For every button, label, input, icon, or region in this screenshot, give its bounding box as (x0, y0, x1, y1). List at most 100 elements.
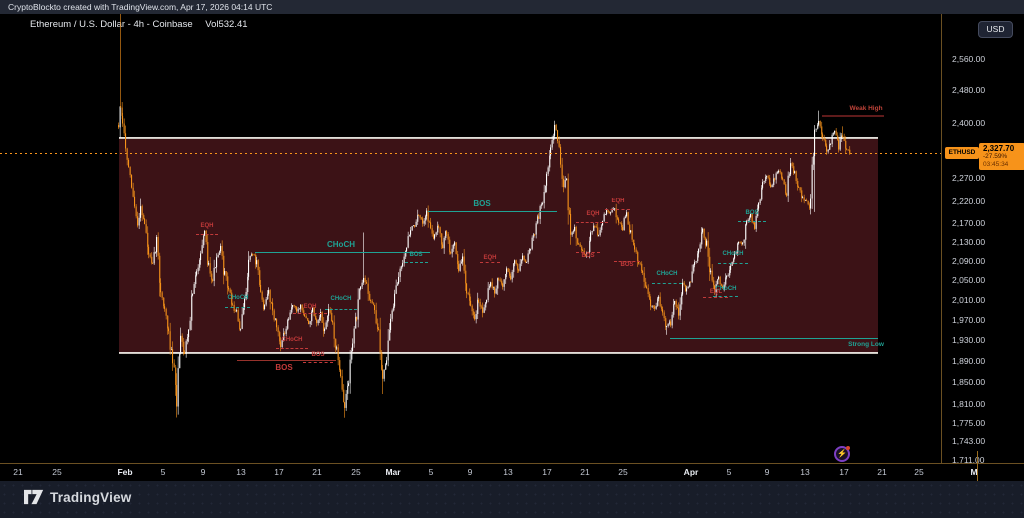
current-price-value: 2,327.70 (983, 144, 1015, 154)
minor-label-eqh: EQH (586, 211, 600, 218)
price-tick: 2,560.00 (952, 53, 986, 64)
minor-dash-eqh (480, 262, 500, 264)
structure-line-bos (428, 210, 557, 212)
minor-label-choch: CHoCH (656, 271, 678, 278)
structure-line-strong-low (670, 337, 878, 339)
minor-label-eqh: EQH (483, 254, 497, 261)
time-tick-m: M (970, 467, 978, 477)
minor-label-eql: EQL (709, 289, 723, 296)
bar-countdown: 03:45:34 (983, 161, 1009, 169)
price-tick: 2,090.00 (952, 255, 986, 266)
time-tick-21: 21 (312, 467, 322, 477)
time-tick-5: 5 (160, 467, 166, 477)
time-tick-9: 9 (467, 467, 473, 477)
price-tick: 2,130.00 (952, 236, 986, 247)
minor-dash-choch (325, 308, 357, 310)
minor-dash-eqh (293, 312, 327, 314)
minor-label-choch: CHoCH (281, 336, 303, 343)
time-tick-13: 13 (236, 467, 246, 477)
structure-line-choch (255, 252, 430, 254)
minor-dash-bos (738, 220, 766, 222)
time-tick-21: 21 (13, 467, 23, 477)
time-tick-feb: Feb (117, 467, 133, 477)
structure-line-bos (237, 360, 336, 362)
time-tick-13: 13 (800, 467, 810, 477)
minor-dash-eqh (605, 209, 630, 211)
structure-label-bos: BOS (275, 363, 293, 373)
currency-toggle-button[interactable]: USD (978, 21, 1013, 38)
time-tick-25: 25 (618, 467, 628, 477)
price-tick: 1,930.00 (952, 334, 986, 345)
minor-dash-eqh (576, 221, 608, 223)
sticker-red-dot (846, 446, 850, 450)
minor-dash-choch (225, 306, 250, 308)
attribution-bar: CryptoBlockto created with TradingView.c… (0, 0, 1024, 14)
structure-label-strong-low: Strong Low (848, 340, 884, 348)
candlestick-chart-canvas[interactable] (0, 14, 941, 463)
minor-dash-bos (405, 262, 428, 264)
tradingview-logo-text: TradingView (50, 489, 132, 505)
structure-label-bos: BOS (473, 198, 491, 208)
price-axis[interactable]: USD 2,560.00 2,480.00 2,400.00 2,270.00 2,22… (941, 14, 1024, 465)
axis-range-marker (977, 451, 978, 481)
price-tick: 2,050.00 (952, 274, 986, 285)
time-tick-17: 17 (839, 467, 849, 477)
minor-dash-bos (303, 361, 333, 363)
price-tick: 1,810.00 (952, 398, 986, 409)
minor-dash-eql (703, 297, 728, 299)
minor-dash-bos (614, 261, 640, 263)
structure-line-weak-high (822, 115, 884, 118)
minor-label-choch: CHoCH (330, 296, 352, 303)
minor-label-choch: CHoCH (722, 251, 744, 258)
minor-label-bos: BOS (581, 252, 595, 259)
time-tick-9: 9 (764, 467, 770, 477)
minor-dash-choch (652, 282, 682, 284)
time-tick-apr: Apr (683, 467, 699, 477)
price-tick: 2,170.00 (952, 218, 986, 229)
price-tick: 1,711.00 (952, 454, 985, 465)
time-tick-5: 5 (726, 467, 732, 477)
price-tick: 2,270.00 (952, 173, 986, 184)
time-tick-25: 25 (351, 467, 361, 477)
time-tick-25: 25 (914, 467, 924, 477)
lightning-icon: ⚡ (837, 449, 847, 458)
time-tick-21: 21 (580, 467, 590, 477)
minor-label-eqh: EQH (303, 303, 317, 310)
time-tick-9: 9 (200, 467, 206, 477)
time-tick-25: 25 (52, 467, 62, 477)
price-tick: 1,970.00 (952, 314, 986, 325)
minor-label-bos: BOS (409, 251, 423, 258)
time-tick-17: 17 (542, 467, 552, 477)
tradingview-watermark[interactable]: TradingView (24, 489, 131, 505)
change-percent: -27.59% (983, 153, 1008, 161)
minor-label-bos: BOS (745, 210, 759, 217)
attribution-text: CryptoBlockto created with TradingView.c… (8, 2, 273, 12)
time-tick-21: 21 (877, 467, 887, 477)
price-tick: 1,775.00 (952, 418, 986, 429)
time-tick-13: 13 (503, 467, 513, 477)
price-tick: 1,743.00 (952, 436, 986, 447)
bottom-strip: TradingView (0, 481, 1024, 518)
minor-label-eqh: EQH (200, 223, 214, 230)
purple-lightning-sticker[interactable]: ⚡ (834, 446, 850, 462)
minor-dash-choch (276, 348, 308, 350)
time-tick-17: 17 (274, 467, 284, 477)
minor-dash-bos (576, 252, 600, 254)
current-price-label: 2,327.70 -27.59% 03:45:34 (979, 143, 1024, 171)
price-tick: 2,220.00 (952, 195, 986, 206)
structure-label-choch: CHoCH (327, 240, 355, 250)
structure-label-weak-high: Weak High (849, 104, 883, 112)
minor-dash-choch (713, 296, 738, 298)
minor-label-choch: CHoCH (227, 295, 249, 302)
time-tick-5: 5 (428, 467, 434, 477)
price-tick: 1,890.00 (952, 355, 986, 366)
time-tick-mar: Mar (385, 467, 401, 477)
minor-label-bos: BOS (311, 352, 325, 359)
price-tick: 2,400.00 (952, 118, 986, 128)
price-tick: 2,010.00 (952, 294, 986, 305)
minor-dash-choch (718, 263, 748, 265)
current-price-line (0, 153, 941, 155)
time-axis[interactable]: 21 25 Feb 5 9 13 17 21 25 Mar 5 9 13 17 21 25 Apr 5 9 13 17 2… (0, 463, 1024, 481)
minor-label-choch: CHoCH (715, 286, 737, 293)
